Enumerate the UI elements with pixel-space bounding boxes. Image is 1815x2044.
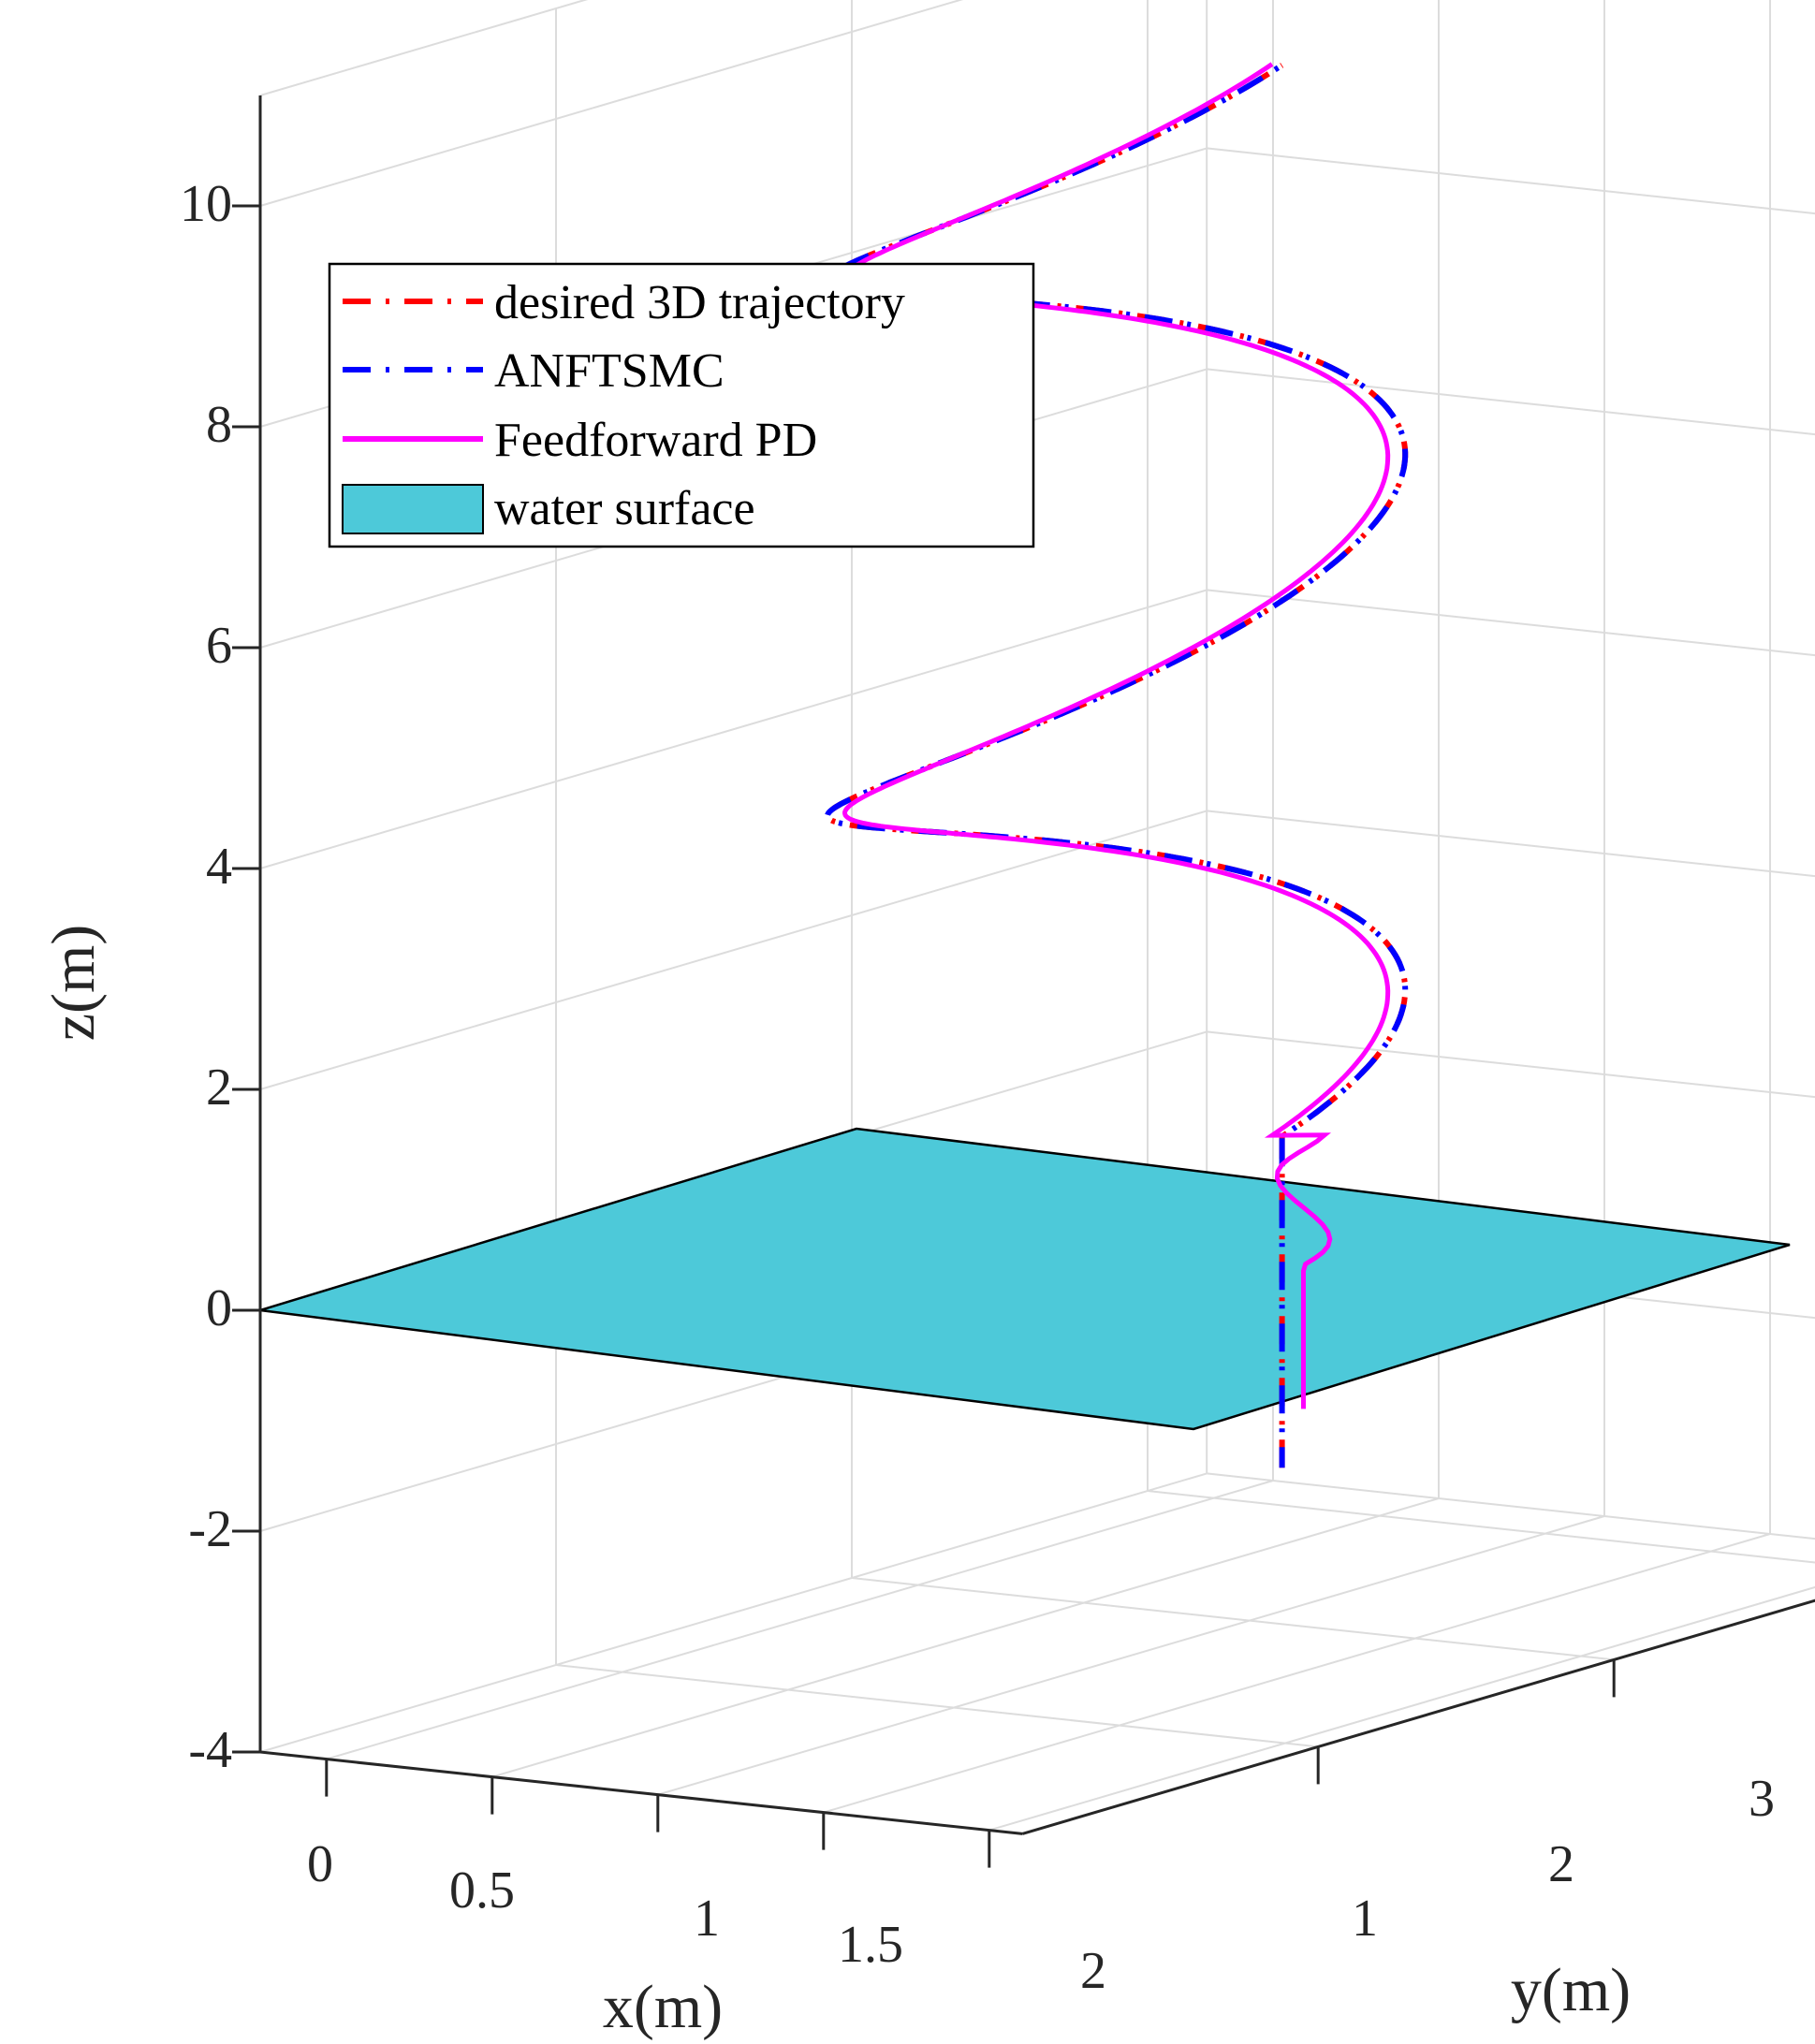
y-tick-label: 1 (1352, 1890, 1378, 1948)
legend: desired 3D trajectory ANFTSMC Feedforwar… (328, 262, 1035, 548)
grid-line (326, 1480, 1274, 1760)
x-tick-label: 1 (694, 1890, 720, 1948)
x-tick-label: 0.5 (449, 1862, 515, 1920)
z-tick-labels: 10 8 6 4 2 0 -2 -4 (180, 175, 232, 1779)
legend-label-desired: desired 3D trajectory (494, 276, 905, 329)
x-tick-label: 0 (307, 1835, 333, 1893)
grid-line (1207, 147, 1815, 215)
grid-line (657, 1515, 1605, 1796)
legend-label-anftsmc: ANFTSMC (494, 344, 725, 398)
legend-label-pd: Feedforward PD (494, 414, 817, 467)
z-tick-label: -2 (188, 1500, 232, 1558)
y-axis-label: y(m) (1511, 1956, 1631, 2024)
z-tick-label: 0 (206, 1279, 232, 1337)
legend-label-water: water surface (494, 482, 755, 535)
z-tick-label: 6 (206, 617, 232, 675)
x-axis-label: x(m) (603, 1973, 723, 2041)
grid-line (1147, 1490, 1815, 1564)
grid-line (1207, 1030, 1815, 1099)
y-tick-label: 3 (1749, 1770, 1775, 1828)
grid-line (259, 589, 1208, 869)
y-axis-line (1021, 1599, 1815, 1835)
x-axis-line (259, 1750, 1023, 1835)
z-axis-label: z(m) (39, 925, 108, 1042)
z-tick-label: 4 (206, 838, 232, 896)
y-tick-label: 2 (1548, 1835, 1574, 1893)
grid-line (1207, 589, 1815, 657)
z-tick-label: -4 (188, 1721, 232, 1779)
grid-line (988, 1585, 1815, 1832)
axes (232, 95, 1815, 1868)
x-tick-labels: 0 0.5 1 1.5 2 (307, 1835, 1106, 2000)
z-tick-label: 10 (180, 175, 232, 233)
grid-line (259, 810, 1208, 1090)
x-tick-label: 2 (1080, 1942, 1106, 2000)
grid-line (851, 1577, 1615, 1661)
grid-line (259, 1472, 1208, 1753)
grid-line (1207, 810, 1815, 878)
x-tick-label: 1.5 (838, 1916, 903, 1974)
grid-line (1207, 368, 1815, 436)
grid-line (259, 0, 964, 207)
grid-line (1207, 0, 1815, 9)
water-surface-patch (259, 1127, 1791, 1431)
series-line-anftsmc (825, 63, 1409, 1468)
grid-line (823, 1533, 1771, 1814)
legend-swatch-water (342, 484, 484, 534)
grid-edge (259, 0, 589, 96)
z-tick-label: 8 (206, 396, 232, 454)
grid-line (555, 1664, 1319, 1748)
z-tick-label: 2 (206, 1058, 232, 1117)
grid-line (1207, 1472, 1815, 1540)
grid-line (491, 1497, 1440, 1778)
y-tick-labels: 1 2 3 (1352, 1770, 1775, 1948)
